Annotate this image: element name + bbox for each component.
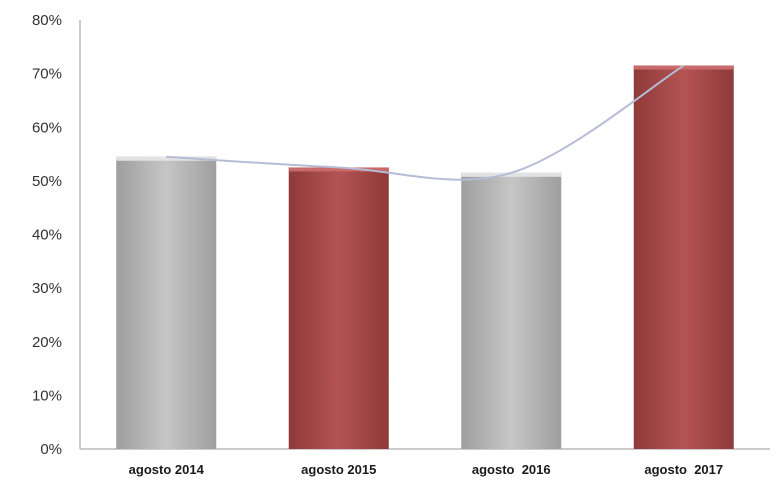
y-tick-label: 70% [32,66,62,83]
bar-top-highlight [461,172,562,177]
bar-agosto-2017 [633,65,734,450]
bar-agosto-2015 [288,167,389,449]
x-tick-label: agosto 2015 [301,462,376,477]
x-axis-tick-labels: agosto 2014 agosto 2015 agosto 2016 agosto … [129,462,723,477]
bar-top-highlight [633,65,734,70]
y-tick-label: 50% [32,173,62,190]
y-tick-label: 60% [32,119,62,136]
bar-agosto-2014 [116,156,217,449]
y-tick-label: 30% [32,280,62,297]
y-tick-label: 0% [40,441,62,458]
bar-agosto-2016 [461,172,562,450]
y-tick-label: 80% [32,12,62,29]
x-tick-label: agosto 2014 [129,462,205,477]
y-tick-label: 10% [32,387,62,404]
y-tick-label: 40% [32,227,62,244]
y-axis-tick-labels: 0% 10% 20% 30% 40% 50% 60% 70% 80% [32,12,62,458]
x-tick-label: agosto 2016 [472,462,551,477]
y-tick-label: 20% [32,334,62,351]
x-tick-label: agosto 2017 [644,462,723,477]
bars [116,65,734,450]
bar-top-highlight [288,167,389,172]
bar-top-highlight [116,156,217,161]
trendline [166,64,685,181]
